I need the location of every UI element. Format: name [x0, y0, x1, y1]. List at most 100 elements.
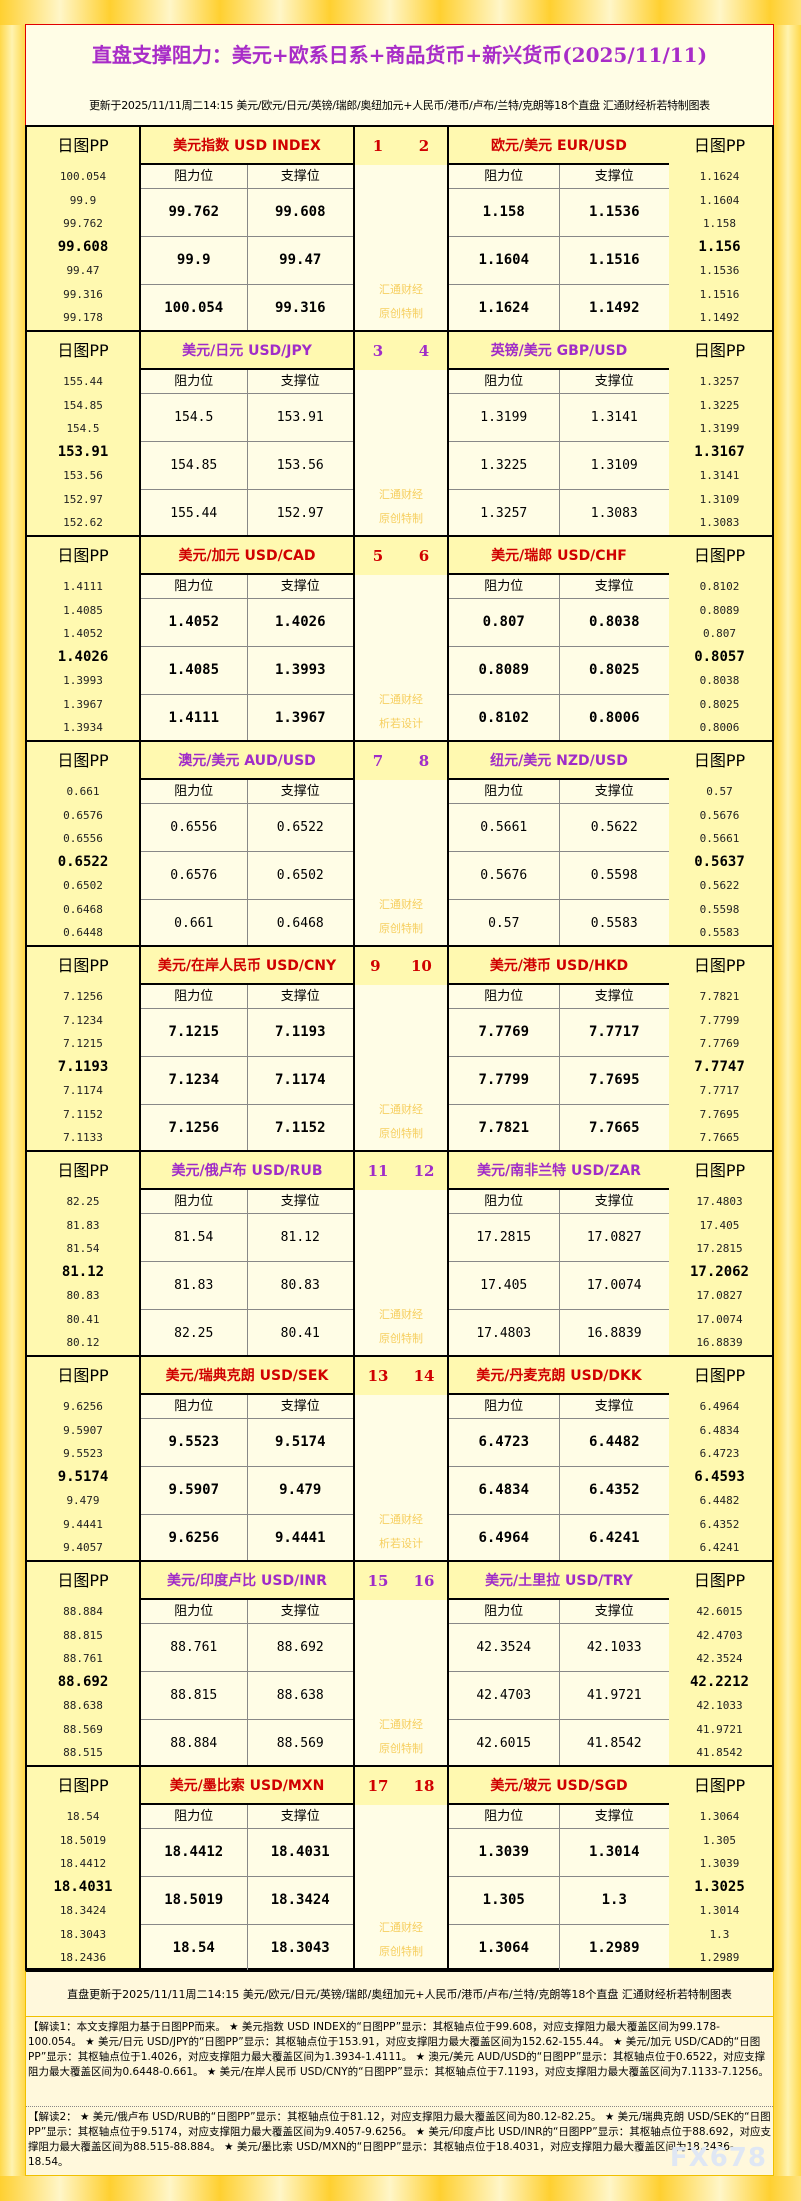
pair-panel-right: 美元/港币 USD/HKD 阻力位 支撑位 7.7769 7.7717 7.7799 7.7…	[449, 947, 669, 1153]
resistance-value: 0.5676	[449, 852, 560, 899]
watermark-line-2: 原创特制	[379, 512, 423, 525]
resistance-value: 88.884	[141, 1720, 248, 1768]
pivot-point-value: 88.692	[57, 1673, 109, 1690]
block-number-column: 15 16 汇通财经 原创特制	[355, 1562, 449, 1765]
level-row: 7.1234 7.1174	[141, 1057, 353, 1105]
resistance-header: 阻力位	[449, 1600, 560, 1623]
daily-pp-column-left: 日图PP 7.1256 7.1234 7.1215 7.1193 7.1174 7.1152…	[27, 947, 141, 1150]
pp-level-value: 1.3967	[63, 697, 103, 711]
support-header: 支撑位	[594, 579, 634, 594]
pp-level-value: 88.815	[63, 1628, 103, 1642]
support-value: 0.8006	[588, 710, 640, 726]
daily-pp-column-left: 日图PP 18.54 18.5019 18.4412 18.4031 18.3424 18.…	[27, 1767, 141, 1968]
pp-level-value: 81.83	[66, 1218, 100, 1232]
daily-pp-column-left: 日图PP 82.25 81.83 81.54 81.12 80.83 80.41 80.12	[27, 1152, 141, 1355]
pair-panel-left: 美元/日元 USD/JPY 阻力位 支撑位 154.5 153.91 154.85 153.…	[141, 332, 355, 538]
column-headers: 阻力位 支撑位	[141, 575, 353, 599]
pp-level-value: 0.8025	[699, 697, 740, 711]
watermark-text: 汇通财经 原创特制	[355, 483, 447, 531]
watermark-text: 汇通财经 原创特制	[355, 893, 447, 941]
level-row: 88.761 88.692	[141, 1624, 353, 1672]
pivot-point-value: 6.4593	[694, 1468, 745, 1485]
resistance-value: 155.44	[141, 490, 248, 538]
daily-pp-column-left: 日图PP 155.44 154.85 154.5 153.91 153.56 152.97 1…	[27, 332, 141, 535]
page-title: 直盘支撑阻力：美元+欧系日系+商品货币+新兴货币(2025/11/11)	[91, 43, 708, 67]
level-row: 6.4964 6.4241	[449, 1515, 669, 1563]
pivot-point-value: 42.2212	[689, 1673, 749, 1690]
support-value: 42.1033	[586, 1640, 642, 1655]
daily-pp-column-left: 日图PP 0.661 0.6576 0.6556 0.6522 0.6502 0.6468 0…	[27, 742, 141, 945]
pp-level-value: 9.5907	[63, 1423, 103, 1437]
pp-level-value: 99.762	[63, 217, 103, 230]
daily-pp-column-left: 日图PP 9.6256 9.5907 9.5523 9.5174 9.479 9.4441 9…	[27, 1357, 141, 1560]
watermark-text: 汇通财经 原创特制	[355, 278, 447, 326]
column-headers: 阻力位 支撑位	[449, 370, 669, 394]
level-row: 0.5676 0.5598	[449, 852, 669, 900]
level-row: 17.4803 16.8839	[449, 1310, 669, 1358]
pair-name: 美元/加元 USD/CAD	[141, 537, 353, 575]
resistance-value: 42.3524	[449, 1624, 560, 1671]
watermark-line-2: 原创特制	[379, 1742, 423, 1755]
block-number-left: 7	[372, 752, 384, 770]
support-header: 支撑位	[594, 989, 634, 1004]
level-row: 9.5907 9.479	[141, 1467, 353, 1515]
support-value: 7.1193	[274, 1024, 326, 1040]
pair-name: 美元/在岸人民币 USD/CNY	[141, 947, 353, 985]
level-row: 81.54 81.12	[141, 1214, 353, 1262]
resistance-value: 1.4085	[141, 647, 248, 694]
pivot-point-value: 7.7747	[694, 1058, 745, 1075]
watermark-text: 汇通财经 原创特制	[355, 1303, 447, 1351]
support-value: 9.4441	[274, 1530, 326, 1546]
level-row: 1.305 1.3	[449, 1877, 669, 1925]
watermark-line-1: 汇通财经	[379, 1308, 423, 1321]
currency-block: 日图PP 88.884 88.815 88.761 88.692 88.638 88.569…	[25, 1560, 774, 1768]
pp-level-value: 99.47	[66, 264, 100, 277]
resistance-header: 阻力位	[449, 985, 560, 1008]
daily-pp-header: 日图PP	[57, 341, 109, 360]
pp-level-value: 82.25	[66, 1195, 100, 1208]
block-number-right: 4	[418, 342, 430, 360]
pp-level-value: 9.4441	[63, 1517, 103, 1531]
pair-panel-right: 美元/丹麦克朗 USD/DKK 阻力位 支撑位 6.4723 6.4482 6.4834 6…	[449, 1357, 669, 1563]
watermark-line-1: 汇通财经	[379, 693, 423, 706]
block-number-right: 14	[413, 1367, 435, 1385]
level-row: 0.807 0.8038	[449, 599, 669, 647]
pp-level-value: 42.4703	[696, 1628, 743, 1642]
pp-level-value: 1.3934	[63, 721, 103, 734]
level-row: 0.6556 0.6522	[141, 804, 353, 852]
resistance-value: 17.4803	[449, 1310, 560, 1358]
pp-level-value: 0.8089	[699, 603, 740, 617]
pair-name: 美元/瑞郎 USD/CHF	[449, 537, 669, 575]
daily-pp-column-right: 日图PP 1.1624 1.1604 1.158 1.156 1.1536 1.1516 1.…	[665, 127, 772, 330]
support-value: 7.7717	[588, 1024, 640, 1040]
daily-pp-column-right: 日图PP 6.4964 6.4834 6.4723 6.4593 6.4482 6.4352…	[665, 1357, 772, 1560]
pair-name: 纽元/美元 NZD/USD	[449, 742, 669, 780]
pair-panel-right: 英镑/美元 GBP/USD 阻力位 支撑位 1.3199 1.3141 1.3225 1.3…	[449, 332, 669, 538]
pp-level-value: 6.4834	[699, 1423, 740, 1437]
interpretation-2: 【解读2： ★ 美元/俄卢布 USD/RUB的“日图PP”显示：其枢轴点位于81…	[28, 2111, 771, 2168]
level-row: 7.7821 7.7665	[449, 1105, 669, 1153]
column-headers: 阻力位 支撑位	[449, 1805, 669, 1829]
resistance-value: 1.3039	[449, 1829, 560, 1876]
level-row: 0.661 0.6468	[141, 900, 353, 948]
pp-level-value: 7.1152	[63, 1107, 103, 1121]
resistance-value: 81.83	[141, 1262, 248, 1309]
pp-level-value: 154.85	[63, 398, 103, 412]
column-headers: 阻力位 支撑位	[141, 1805, 353, 1829]
daily-pp-column-left: 日图PP 100.054 99.9 99.762 99.608 99.47 99.316 99…	[27, 127, 141, 330]
level-row: 88.815 88.638	[141, 1672, 353, 1720]
block-number-right: 12	[413, 1162, 435, 1180]
currency-block: 日图PP 9.6256 9.5907 9.5523 9.5174 9.479 9.4441 9…	[25, 1355, 774, 1563]
watermark-line-1: 汇通财经	[379, 1513, 423, 1526]
column-headers: 阻力位 支撑位	[141, 165, 353, 189]
daily-pp-header: 日图PP	[693, 546, 746, 565]
pivot-point-value: 81.12	[61, 1263, 105, 1280]
pivot-point-value: 9.5174	[57, 1468, 109, 1485]
resistance-value: 17.2815	[449, 1214, 560, 1261]
daily-pp-column-right: 日图PP 17.4803 17.405 17.2815 17.2062 17.0827 17…	[665, 1152, 772, 1355]
pp-level-value: 100.054	[59, 170, 107, 183]
support-value: 18.3424	[270, 1892, 330, 1908]
pp-level-value: 7.7665	[699, 1131, 740, 1144]
resistance-header: 阻力位	[141, 1395, 248, 1418]
